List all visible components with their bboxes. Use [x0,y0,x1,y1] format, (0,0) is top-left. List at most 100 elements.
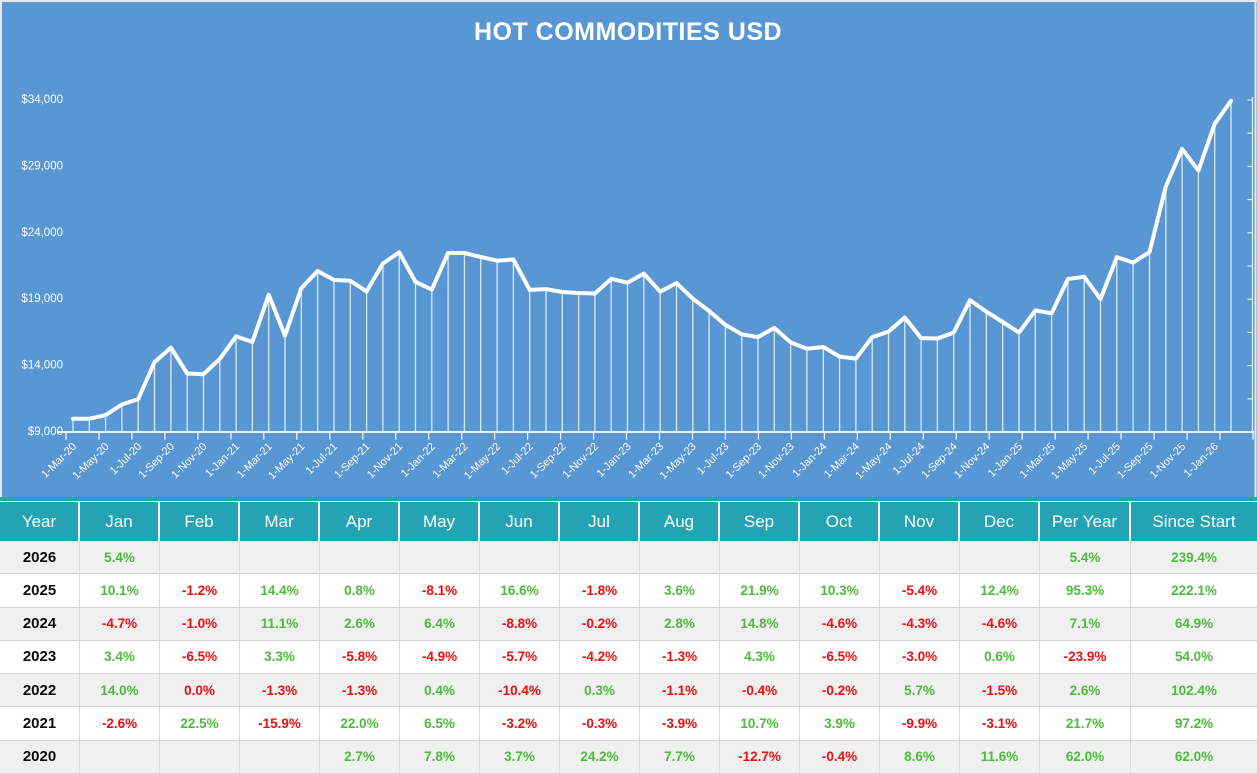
monthly-return-cell: 22.5% [160,707,240,741]
monthly-return-cell: -4.6% [960,607,1040,641]
column-header-aug: Aug [640,502,720,541]
since-start-cell: 222.1% [1131,574,1257,608]
monthly-returns-table: Year Jan Feb Mar Apr May Jun Jul Aug Sep Oct Nov Dec… [0,497,1257,774]
monthly-return-cell: 7.7% [640,740,720,774]
table-body: 2026 5.4% 5.4% 239.4% 2025 10.1% -1.2% 14.4% 0.8… [0,541,1257,774]
monthly-return-cell: 10.1% [80,574,160,608]
x-axis-label: 1-Nov-22 [561,441,601,481]
y-axis-label: $14,000 [21,360,63,372]
monthly-return-cell: 0.6% [960,640,1040,675]
monthly-return-cell: -9.9% [880,707,960,741]
monthly-return-cell [880,541,960,575]
monthly-return-cell: -5.7% [480,640,560,675]
monthly-return-cell: 0.0% [160,674,240,708]
monthly-return-cell [320,541,400,575]
monthly-return-cell [960,541,1040,575]
monthly-return-cell: -3.0% [880,640,960,675]
since-start-cell: 54.0% [1131,641,1257,675]
x-axis-ticks [65,433,1254,440]
monthly-return-cell: -8.8% [480,607,560,641]
y-axis-label: $19,000 [21,293,63,305]
monthly-return-cell: 4.3% [720,640,800,675]
y-axis-label: $9,000 [28,426,63,438]
chart-border [0,0,1257,497]
table-row-2021: 2021 -2.6% 22.5% -15.9% 22.0% 6.5% -3.2% -0.3% -… [0,707,1257,741]
monthly-return-cell: 10.3% [800,574,880,608]
monthly-return-cell: 2.7% [320,740,400,774]
monthly-return-cell: -12.7% [720,740,800,774]
monthly-return-cell: 12.4% [960,574,1040,608]
monthly-return-cell [80,740,160,774]
since-start-cell: 97.2% [1131,707,1257,741]
monthly-return-cell: 5.7% [880,674,960,708]
price-line [71,98,1233,421]
year-cell: 2022 [0,674,80,708]
monthly-return-cell: -3.2% [480,707,560,741]
year-cell: 2020 [0,740,80,774]
x-axis-label: 1-Nov-21 [365,441,405,481]
y-axis-label: $24,000 [21,227,63,239]
monthly-return-cell [800,541,880,575]
monthly-return-cell: -3.1% [960,707,1040,741]
column-header-sep: Sep [720,502,800,541]
monthly-return-cell: -5.4% [880,574,960,608]
monthly-return-cell: 3.9% [800,707,880,741]
column-header-mar: Mar [240,502,320,541]
monthly-return-cell: 3.4% [80,640,160,675]
column-header-apr: Apr [320,502,400,541]
monthly-return-cell: -1.5% [960,674,1040,708]
column-header-nov: Nov [880,502,960,541]
column-header-oct: Oct [800,502,880,541]
monthly-return-cell: -2.6% [80,707,160,741]
monthly-return-cell: 3.7% [480,740,560,774]
monthly-return-cell: 24.2% [560,740,640,774]
monthly-return-cell: -4.9% [400,640,480,675]
year-cell: 2025 [0,574,80,608]
monthly-return-cell: 11.1% [240,607,320,641]
monthly-return-cell: -1.3% [320,674,400,708]
y-axis-label: $34,000 [21,94,63,106]
monthly-return-cell: 0.4% [400,674,480,708]
monthly-return-cell: -1.1% [640,674,720,708]
monthly-return-cell: 0.3% [560,674,640,708]
per-year-cell: 2.6% [1040,674,1131,708]
year-cell: 2021 [0,707,80,741]
monthly-return-cell: 16.6% [480,574,560,608]
monthly-return-cell: 0.8% [320,574,400,608]
monthly-return-cell [640,541,720,575]
monthly-return-cell: -4.2% [560,640,640,675]
monthly-return-cell: -1.0% [160,607,240,641]
monthly-return-cell: 22.0% [320,707,400,741]
per-year-cell: 7.1% [1040,607,1131,641]
column-header-per-year: Per Year [1040,502,1131,541]
column-header-dec: Dec [960,502,1040,541]
monthly-return-cell [400,541,480,575]
table-header-row: Year Jan Feb Mar Apr May Jun Jul Aug Sep Oct Nov Dec… [0,502,1257,541]
table-top-border [0,497,1257,502]
x-axis-label: 1-Nov-23 [756,441,796,481]
monthly-return-cell: -6.5% [160,640,240,675]
monthly-return-cell: -15.9% [240,707,320,741]
monthly-return-cell: -4.6% [800,607,880,641]
column-header-feb: Feb [160,502,240,541]
monthly-return-cell: -1.3% [240,674,320,708]
year-cell: 2024 [0,607,80,641]
monthly-return-cell: -1.2% [160,574,240,608]
table-row-2023: 2023 3.4% -6.5% 3.3% -5.8% -4.9% -5.7% -4.2% -1.… [0,640,1257,675]
column-header-may: May [400,502,480,541]
table-row-2024: 2024 -4.7% -1.0% 11.1% 2.6% 6.4% -8.8% -0.2% 2.8… [0,607,1257,641]
monthly-return-cell: 6.4% [400,607,480,641]
monthly-return-cell: -0.3% [560,707,640,741]
column-header-jul: Jul [560,502,640,541]
monthly-return-cell: -3.9% [640,707,720,741]
monthly-return-cell: 8.6% [880,740,960,774]
monthly-return-cell: 5.4% [80,541,160,575]
monthly-return-cell: 21.9% [720,574,800,608]
per-year-cell: 95.3% [1040,574,1131,608]
column-header-jun: Jun [480,502,560,541]
year-cell: 2026 [0,541,80,575]
since-start-cell: 64.9% [1131,608,1257,641]
table-row-2026: 2026 5.4% 5.4% 239.4% [0,541,1257,575]
x-axis-label: 1-Nov-25 [1148,441,1188,481]
